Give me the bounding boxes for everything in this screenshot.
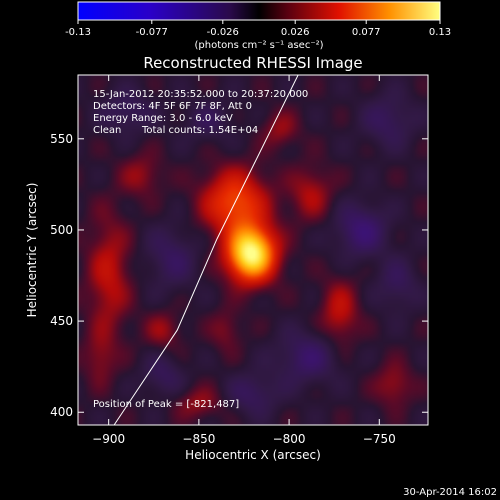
y-tick-label: 450 <box>50 314 73 328</box>
annotation-method: Clean <box>93 125 121 136</box>
x-tick-label: −750 <box>363 432 396 446</box>
x-tick-label: −850 <box>182 432 215 446</box>
annotation-energy: Energy Range: 3.0 - 6.0 keV <box>93 113 233 124</box>
x-tick-label: −800 <box>273 432 306 446</box>
y-tick-label: 550 <box>50 132 73 146</box>
colorbar-units: (photons cm⁻² s⁻¹ asec⁻²) <box>194 40 323 51</box>
x-tick-label: −900 <box>92 432 125 446</box>
annotation-counts: Total counts: 1.54E+04 <box>141 125 258 136</box>
footer-date: 30-Apr-2014 16:02 <box>403 487 497 498</box>
colorbar-tick-label: 0.077 <box>352 27 381 38</box>
annotation-detectors: Detectors: 4F 5F 6F 7F 8F, Att 0 <box>93 101 252 112</box>
y-axis-label: Heliocentric Y (arcsec) <box>25 183 39 318</box>
colorbar-tick-label: -0.026 <box>207 27 239 38</box>
y-tick-label: 400 <box>50 405 73 419</box>
plot-area: −900 −850 −800 −750 400 450 500 550 15-Jan-201… <box>50 74 429 446</box>
colorbar-tick-label: 0.13 <box>429 27 451 38</box>
annotation-peak: Position of Peak = [-821,487] <box>93 399 239 410</box>
colorbar-tick-label: 0.026 <box>281 27 310 38</box>
x-axis-ticks: −900 −850 −800 −750 <box>92 75 396 446</box>
x-axis-label: Heliocentric X (arcsec) <box>185 448 321 462</box>
heatmap-image <box>78 75 428 425</box>
colorbar-scale <box>77 1 441 21</box>
chart-title: Reconstructed RHESSI Image <box>143 54 362 72</box>
y-axis-ticks: 400 450 500 550 <box>50 132 428 419</box>
plot-frame <box>77 74 429 426</box>
colorbar: -0.13 -0.077 -0.026 0.026 0.077 0.13 (photons… <box>65 1 451 51</box>
solar-limb-line <box>113 75 299 425</box>
y-tick-label: 500 <box>50 223 73 237</box>
colorbar-tick-label: -0.13 <box>65 27 91 38</box>
colorbar-ticks: -0.13 -0.077 -0.026 0.026 0.077 0.13 <box>65 20 451 38</box>
annotation-time-range: 15-Jan-2012 20:35:52.000 to 20:37:20.000 <box>93 89 308 100</box>
colorbar-tick-label: -0.077 <box>136 27 168 38</box>
